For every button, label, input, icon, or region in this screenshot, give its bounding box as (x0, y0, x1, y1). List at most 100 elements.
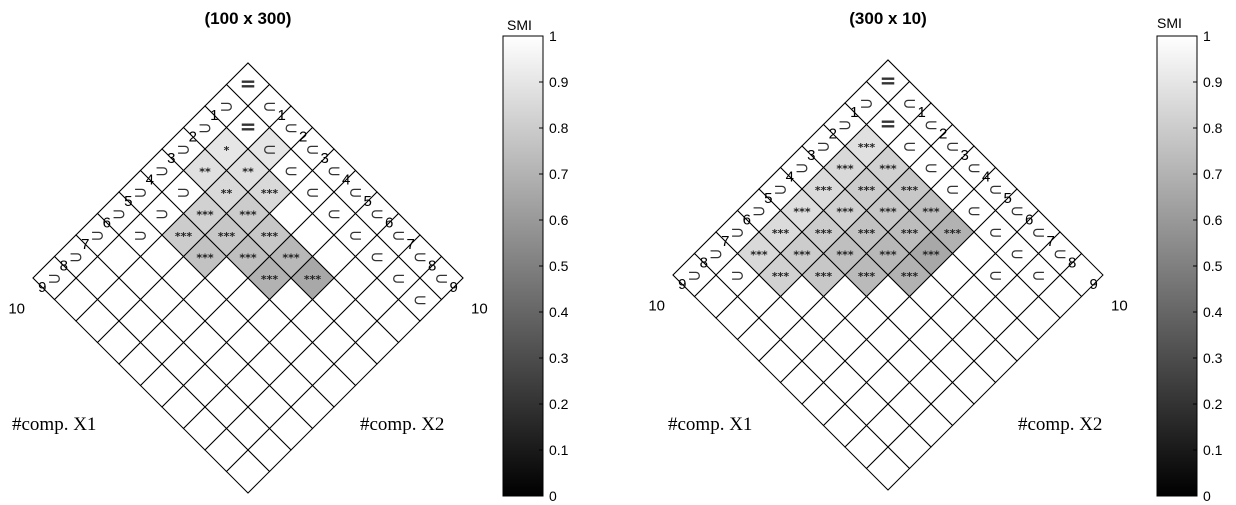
x2-tick-label: 8 (1068, 255, 1076, 272)
relation-symbol: ⊃ (155, 162, 169, 182)
significance-label: *** (750, 249, 768, 262)
grid-cell (865, 446, 911, 491)
significance-label: *** (901, 184, 919, 197)
significance-label: ** (199, 166, 211, 179)
x1-tick-label: 10 (8, 301, 25, 318)
x2-tick-label: 5 (1004, 190, 1012, 207)
x1-tick-label: 2 (829, 126, 837, 143)
x2-tick-label: 6 (385, 215, 393, 232)
x1-tick-label: 5 (764, 190, 772, 207)
colorbar-tick-label: 0.7 (1203, 166, 1223, 182)
relation-symbol: ⊂ (924, 159, 938, 179)
heatmap-cell (182, 234, 228, 279)
relation-symbol: ⊂ (1010, 202, 1024, 222)
significance-label: ** (221, 187, 233, 200)
significance-label: *** (196, 252, 214, 265)
relation-symbol: ⊃ (773, 180, 787, 200)
x1-tick-label: 1 (850, 104, 858, 121)
heatmap-cell (672, 252, 717, 298)
relation-symbol: ⊂ (348, 183, 362, 203)
colorbar-label: SMI (507, 17, 532, 33)
x2-tick-label: 6 (1025, 212, 1033, 229)
colorbar-tick-label: 0.6 (549, 212, 569, 228)
significance-label: *** (836, 206, 854, 219)
relation-symbol: ⊃ (730, 266, 744, 286)
relation-symbol: ⊂ (988, 180, 1002, 200)
relation-symbol: ⊂ (413, 248, 427, 268)
x2-tick-label: 10 (471, 301, 488, 318)
heatmap-cell (801, 252, 846, 298)
x1-tick-label: 6 (743, 212, 751, 229)
significance-label: *** (901, 227, 919, 240)
x2-tick-label: 3 (321, 150, 329, 167)
significance-label: *** (772, 270, 790, 283)
x1-tick-label: 8 (700, 255, 708, 272)
relation-symbol: ⊃ (838, 116, 852, 136)
x1-tick-label: 2 (189, 129, 197, 146)
x1-tick-label: 9 (38, 279, 46, 296)
relation-symbol: ⊃ (198, 119, 212, 139)
grid-cell (225, 449, 271, 494)
relation-symbol: ⊂ (305, 183, 319, 203)
x2-tick-label: 10 (1111, 298, 1128, 315)
significance-label: *** (261, 187, 279, 200)
relation-symbol: ⊂ (413, 291, 427, 311)
relation-symbol: ⊃ (730, 223, 744, 243)
x1-tick-label: 8 (60, 258, 68, 275)
colorbar-tick-label: 0.9 (549, 74, 569, 90)
significance-label: *** (836, 163, 854, 176)
relation-symbol: ⊃ (133, 226, 147, 246)
significance-label: *** (901, 270, 919, 283)
heatmap-cell (715, 252, 760, 298)
significance-label: *** (261, 230, 279, 243)
x2-tick-label: 4 (982, 169, 990, 186)
significance-label: *** (858, 227, 876, 240)
significance-label: *** (836, 249, 854, 262)
colorbar-tick-label: 0 (1203, 488, 1211, 504)
relation-symbol: ⊃ (133, 183, 147, 203)
colorbar-tick-label: 0.5 (1203, 258, 1223, 274)
relation-symbol: ⊂ (327, 205, 341, 225)
relation-symbol: ⊂ (945, 137, 959, 157)
relation-symbol: ⊂ (284, 162, 298, 182)
relation-symbol: ⊂ (902, 137, 916, 157)
x2-tick-label: 2 (939, 126, 947, 143)
relation-symbol: ⊃ (687, 266, 701, 286)
x1-tick-label: 4 (146, 172, 154, 189)
colorbar-tick-label: 1 (1203, 28, 1211, 44)
heatmap-cell (118, 212, 163, 258)
relation-symbol: ⊂ (284, 119, 298, 139)
relation-symbol: ⊃ (69, 248, 83, 268)
significance-label: *** (879, 163, 897, 176)
relation-symbol: ⊃ (709, 245, 723, 265)
relation-symbol: ⊂ (988, 223, 1002, 243)
colorbar-tick-label: 0 (549, 488, 557, 504)
x2-tick-label: 8 (428, 258, 436, 275)
significance-label: *** (239, 252, 257, 265)
relation-symbol: = (880, 112, 897, 136)
relation-symbol: ⊃ (752, 202, 766, 222)
relation-symbol: = (240, 72, 257, 96)
heatmap-cell (247, 255, 292, 301)
colorbar-tick-label: 0.1 (1203, 442, 1223, 458)
relation-symbol: ⊃ (816, 137, 830, 157)
heatmap-cell (1016, 252, 1061, 298)
relation-symbol: ⊂ (988, 266, 1002, 286)
x2-axis-label: #comp. X2 (1018, 414, 1102, 435)
heatmap-cell (32, 255, 77, 301)
x2-axis-label: #comp. X2 (360, 414, 444, 435)
significance-label: ** (242, 166, 254, 179)
relation-symbol: ⊂ (902, 94, 916, 114)
significance-label: *** (218, 230, 236, 243)
significance-label: *** (815, 184, 833, 197)
x1-tick-label: 1 (210, 107, 218, 124)
heatmap-cell (973, 252, 1018, 298)
colorbar-tick-label: 0.6 (1203, 212, 1223, 228)
relation-symbol: ⊂ (967, 202, 981, 222)
significance-label: *** (793, 249, 811, 262)
x1-tick-label: 3 (167, 150, 175, 167)
colorbar (1156, 35, 1198, 497)
colorbar-tick-label: 0.4 (1203, 304, 1223, 320)
significance-label: *** (858, 184, 876, 197)
relation-symbol: ⊃ (176, 183, 190, 203)
